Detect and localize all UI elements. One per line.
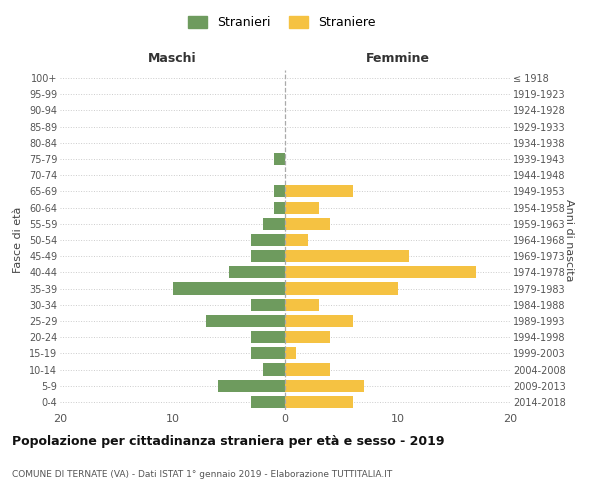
Bar: [285, 331, 330, 343]
Y-axis label: Fasce di età: Fasce di età: [13, 207, 23, 273]
Bar: [218, 380, 285, 392]
Bar: [251, 331, 285, 343]
Bar: [274, 186, 285, 198]
Text: Maschi: Maschi: [148, 52, 197, 65]
Bar: [274, 202, 285, 213]
Y-axis label: Anni di nascita: Anni di nascita: [564, 198, 574, 281]
Bar: [285, 282, 398, 294]
Bar: [229, 266, 285, 278]
Bar: [285, 218, 330, 230]
Bar: [285, 202, 319, 213]
Bar: [251, 298, 285, 311]
Bar: [285, 315, 353, 327]
Bar: [285, 234, 308, 246]
Bar: [285, 396, 353, 408]
Bar: [173, 282, 285, 294]
Bar: [251, 250, 285, 262]
Bar: [285, 298, 319, 311]
Bar: [251, 396, 285, 408]
Legend: Stranieri, Straniere: Stranieri, Straniere: [184, 11, 380, 34]
Text: Popolazione per cittadinanza straniera per età e sesso - 2019: Popolazione per cittadinanza straniera p…: [12, 435, 445, 448]
Bar: [206, 315, 285, 327]
Bar: [285, 266, 476, 278]
Text: COMUNE DI TERNATE (VA) - Dati ISTAT 1° gennaio 2019 - Elaborazione TUTTITALIA.IT: COMUNE DI TERNATE (VA) - Dati ISTAT 1° g…: [12, 470, 392, 479]
Bar: [251, 234, 285, 246]
Bar: [285, 364, 330, 376]
Bar: [285, 380, 364, 392]
Bar: [251, 348, 285, 360]
Bar: [285, 186, 353, 198]
Bar: [285, 250, 409, 262]
Bar: [285, 348, 296, 360]
Text: Femmine: Femmine: [365, 52, 430, 65]
Bar: [263, 364, 285, 376]
Bar: [263, 218, 285, 230]
Bar: [274, 153, 285, 165]
